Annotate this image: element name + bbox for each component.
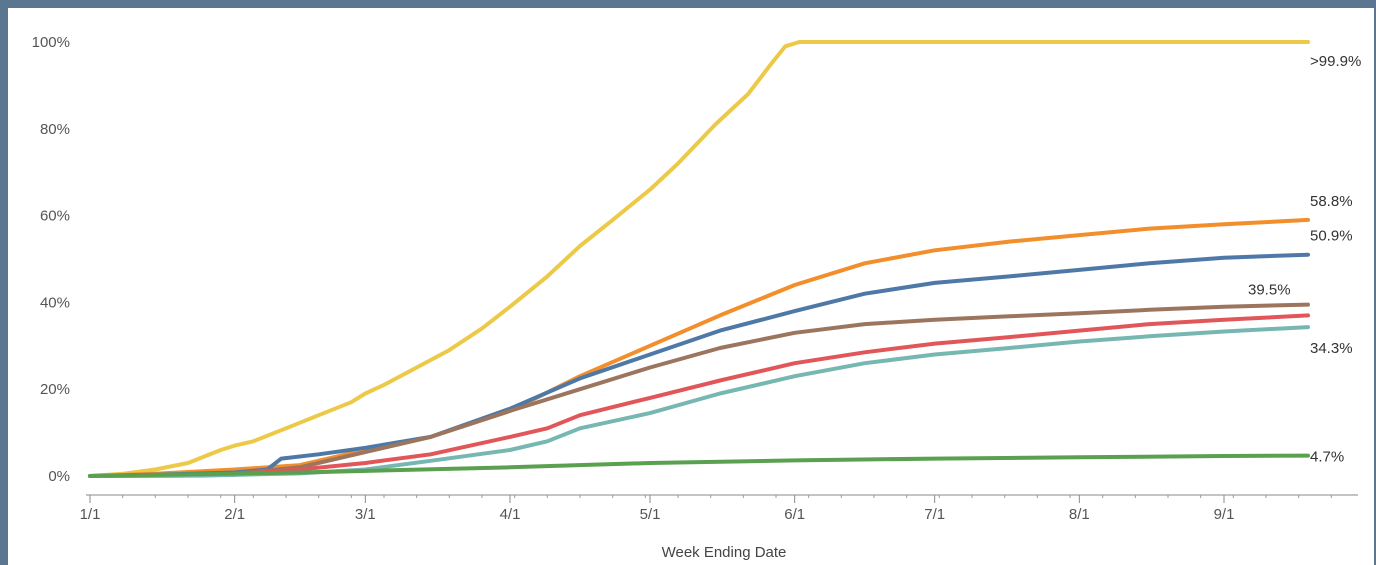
series-line-4 [88,302,1310,478]
x-tick-label: 3/1 [355,506,376,523]
series-line-7 [88,453,1310,478]
y-tick-label: 20% [40,381,70,398]
x-tick-label: 6/1 [784,506,805,523]
x-tick-label: 5/1 [640,506,661,523]
series-end-label-4: 39.5% [1248,282,1291,299]
line-chart: 1/1 2/1 3/1 4/1 5/1 6/1 7/1 8/1 9/1 0% 20% 40% 60% 8… [32,34,1362,561]
series-line-6 [88,325,1310,478]
series-end-label-7: 4.7% [1310,449,1344,466]
y-tick-label: 80% [40,121,70,138]
series-end-label-6: 34.3% [1310,340,1353,357]
x-tick-label: 2/1 [224,506,245,523]
x-tick-label: 7/1 [924,506,945,523]
x-axis: 1/1 2/1 3/1 4/1 5/1 6/1 7/1 8/1 9/1 [80,494,1358,523]
x-tick-label: 9/1 [1214,506,1235,523]
y-tick-label: 0% [48,468,70,485]
x-tick-label: 4/1 [500,506,521,523]
y-tick-label: 40% [40,294,70,311]
x-tick-label: 8/1 [1069,506,1090,523]
series-end-label-2: 58.8% [1310,193,1353,210]
series-line-5 [88,313,1310,478]
y-tick-label: 100% [32,34,70,51]
series-end-label-1: >99.9% [1310,53,1361,70]
plot-panel: 1/1 2/1 3/1 4/1 5/1 6/1 7/1 8/1 9/1 0% 20% 40% 60% 8… [8,8,1374,565]
x-tick-label: 1/1 [80,506,101,523]
end-labels: >99.9% 58.8% 50.9% 39.5% 34.3% 4.7% [1248,53,1361,466]
x-axis-title: Week Ending Date [662,544,787,561]
series-line-2 [88,217,1310,478]
y-axis-labels: 0% 20% 40% 60% 80% 100% [32,34,70,485]
series-line-3 [88,252,1310,478]
series-lines [88,40,1310,478]
series-line-1 [88,40,1310,478]
series-end-label-3: 50.9% [1310,228,1353,245]
y-tick-label: 60% [40,208,70,225]
